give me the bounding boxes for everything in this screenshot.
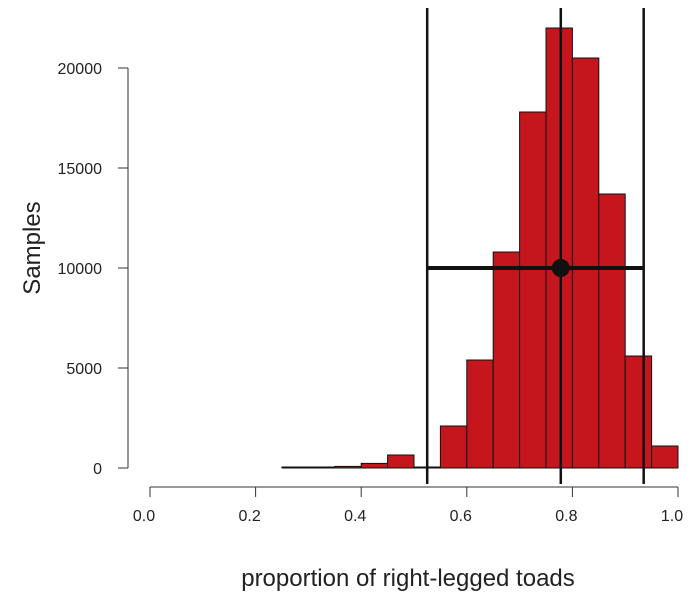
histogram-bars (281, 27, 679, 469)
histogram-bar (307, 466, 336, 469)
x-tick-label: 0.8 (555, 508, 577, 525)
x-tick-label: 0.4 (344, 508, 366, 525)
x-axis: 0.0 0.2 0.4 0.6 0.8 1.0 (133, 486, 683, 525)
y-tick-label: 10000 (58, 261, 103, 278)
y-axis: 0 5000 10000 15000 20000 (58, 61, 129, 478)
y-tick-label: 5000 (66, 361, 102, 378)
histogram-bar (360, 462, 389, 469)
credible-interval (425, 8, 645, 484)
histogram-bar (624, 355, 653, 469)
histogram-bar (387, 454, 415, 469)
histogram-bar (466, 359, 494, 469)
x-axis-title: proportion of right-legged toads (241, 565, 575, 592)
x-tick-label: 0.2 (238, 508, 260, 525)
histogram-bar (519, 111, 547, 469)
y-tick-label: 0 (93, 461, 102, 478)
point-estimate-marker (551, 259, 570, 277)
y-axis-title: Samples (19, 201, 46, 294)
histogram-bar (545, 27, 573, 469)
histogram-bar (492, 251, 521, 469)
histogram-bar (334, 465, 362, 469)
x-tick-label: 0.6 (450, 508, 472, 525)
x-tick-label: 1.0 (661, 508, 683, 525)
histogram-bar (571, 57, 600, 469)
y-tick-label: 20000 (58, 61, 103, 78)
x-tick-label: 0.0 (133, 508, 155, 525)
histogram-bar (439, 425, 468, 469)
histogram-bar (651, 445, 679, 469)
histogram-bar (598, 193, 626, 469)
y-tick-label: 15000 (58, 161, 103, 178)
histogram-bar (281, 466, 309, 469)
